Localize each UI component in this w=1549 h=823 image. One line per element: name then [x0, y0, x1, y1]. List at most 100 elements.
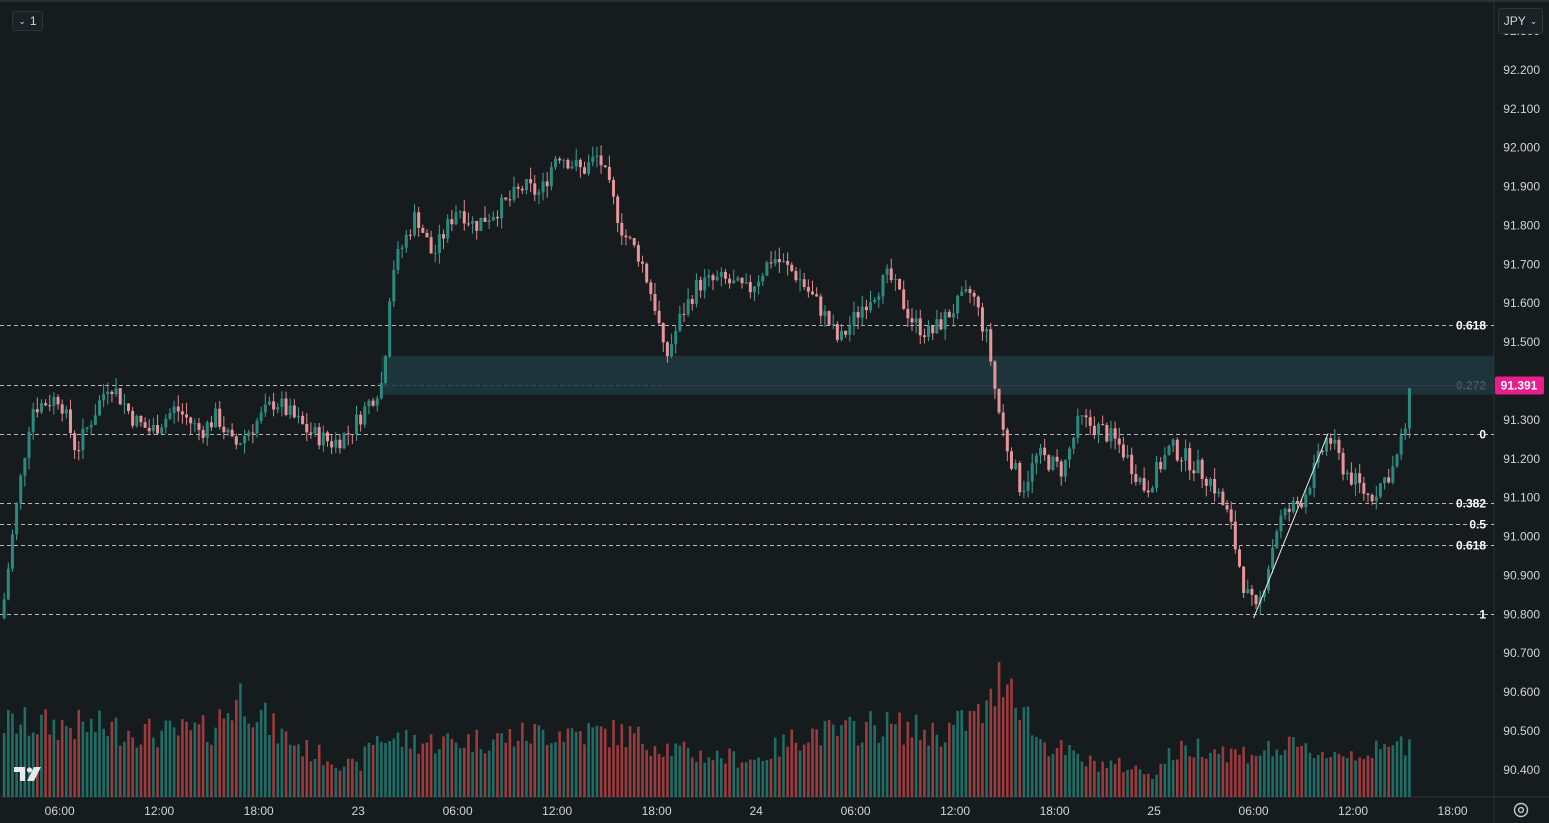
candle-body [1001, 412, 1005, 430]
volume-bar [736, 767, 740, 797]
settings-gear-icon[interactable] [1511, 800, 1531, 820]
x-tick-label: 06:00 [1239, 804, 1269, 818]
volume-bar [591, 727, 595, 797]
candle-body [553, 158, 557, 168]
candle-body [64, 409, 68, 414]
candle-body [1155, 461, 1159, 489]
volume-bar [189, 730, 192, 797]
volume-bar [355, 761, 358, 797]
candle-body [537, 192, 541, 195]
volume-bar [301, 756, 304, 797]
candle-body [334, 439, 338, 448]
y-tick-label: 91.300 [1503, 413, 1540, 427]
volume-bar [782, 734, 785, 797]
volume-bar [1171, 760, 1175, 797]
candle-body [1287, 508, 1291, 512]
volume-bar [918, 740, 922, 797]
volume-bar [230, 720, 234, 797]
volume-bar [719, 758, 723, 797]
candle-body [172, 406, 176, 414]
volume-bar [1246, 763, 1250, 797]
volume-bar [48, 734, 52, 797]
candle-body [715, 276, 719, 281]
candle-body [379, 382, 383, 399]
interval-button[interactable]: ⌄ 1 [12, 11, 43, 31]
candle-body [313, 427, 317, 434]
candle-body [209, 422, 213, 428]
candle-body [1358, 473, 1362, 483]
candle-body [73, 433, 77, 451]
volume-bar [550, 743, 553, 797]
volume-bar [496, 733, 499, 797]
candle-body [238, 443, 242, 445]
volume-bar [1093, 760, 1096, 797]
volume-bar [1035, 736, 1038, 797]
candle-body [529, 179, 533, 184]
candle-body [1018, 462, 1022, 493]
candle-body [831, 324, 835, 326]
tradingview-logo-icon[interactable] [14, 765, 46, 783]
volume-bar [574, 731, 578, 797]
currency-button[interactable]: JPY ⌄ [1498, 8, 1543, 34]
volume-bar [1146, 773, 1150, 797]
time-axis[interactable]: 06:00 12:00 18:00 23 06:00 12:00 18:00 24 06:00 1… [45, 804, 1468, 818]
candle-body [77, 450, 81, 452]
volume-bar [446, 733, 450, 797]
candle-body [1072, 437, 1076, 449]
candle-body [1068, 448, 1072, 460]
volume-bar [98, 710, 101, 797]
candle-body [1225, 505, 1229, 510]
candle-body [670, 344, 674, 357]
volume-bar [409, 748, 412, 797]
candle-body [479, 217, 483, 231]
candle-body [301, 415, 305, 424]
volume-bar [1242, 746, 1245, 797]
volume-bar [255, 722, 259, 797]
candle-body [1026, 481, 1030, 491]
volume-bar [947, 722, 951, 797]
candle-body [844, 330, 848, 335]
volume-bar [6, 709, 10, 797]
candle-body [168, 413, 172, 419]
candle-body [338, 439, 342, 449]
candle-body [1038, 447, 1042, 456]
candle-body [860, 306, 864, 318]
volume-bar [1059, 740, 1063, 797]
volume-bar [1308, 752, 1312, 797]
candle-body [1167, 445, 1171, 456]
candle-body [765, 262, 769, 276]
candle-body [176, 406, 180, 412]
volume-bar [1337, 753, 1341, 797]
candle-body [914, 318, 918, 323]
volume-bar [467, 734, 470, 797]
volume-bar [475, 729, 479, 797]
volume-bar [1080, 761, 1084, 797]
volume-bar [869, 711, 872, 797]
price-axis[interactable]: 92.30092.20092.10092.00091.90091.80091.7… [1495, 24, 1544, 777]
candle-body [744, 282, 748, 284]
candle-body [106, 391, 110, 395]
volume-bar [889, 723, 893, 797]
volume-bar [1316, 754, 1320, 797]
volume-bar [1358, 757, 1361, 797]
volume-bar [1159, 763, 1163, 797]
volume-bar [73, 739, 76, 797]
volume-bar [1084, 766, 1088, 797]
volume-bar [1101, 761, 1104, 797]
volume-bar [205, 742, 209, 797]
volume-bar [404, 730, 408, 797]
candle-body [864, 306, 868, 311]
y-tick-label: 91.500 [1503, 335, 1540, 349]
volume-bar [1225, 762, 1229, 797]
candle-body [873, 299, 877, 303]
candle-body [508, 199, 512, 201]
candle-body [827, 311, 831, 325]
candle-body [1196, 459, 1200, 474]
candle-body [578, 159, 582, 168]
candle-body [363, 406, 367, 425]
x-tick-label: 23 [351, 804, 365, 818]
volume-bar [1374, 740, 1378, 797]
volume-bar [1370, 758, 1374, 797]
volume-bar [15, 733, 18, 797]
